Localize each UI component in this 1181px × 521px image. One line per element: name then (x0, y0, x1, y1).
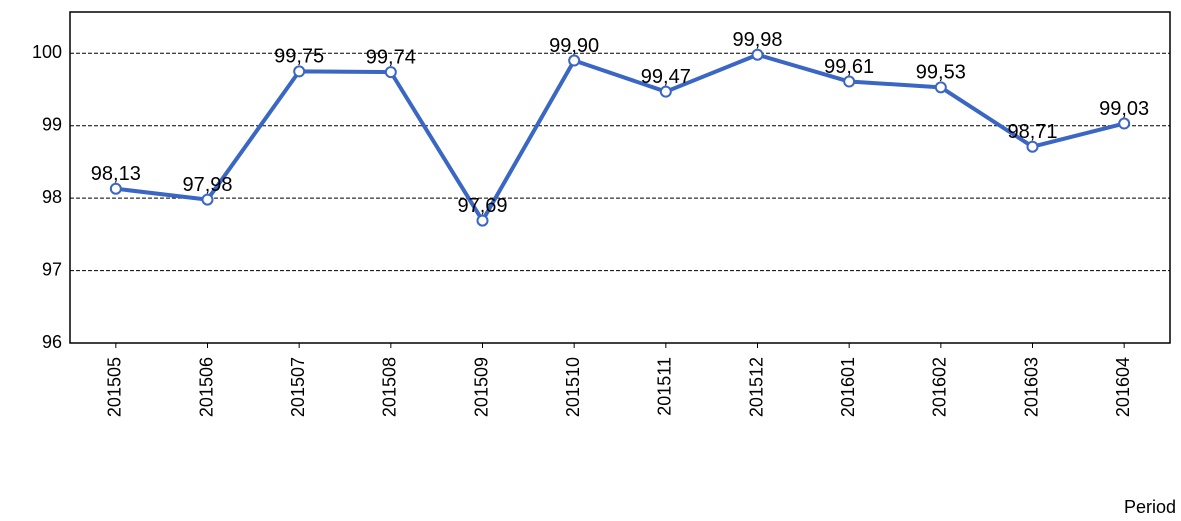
value-label: 99,74 (366, 46, 416, 68)
x-tick-label: 201512 (746, 357, 766, 417)
value-label: 99,47 (641, 66, 691, 88)
value-label: 99,98 (732, 29, 782, 51)
y-tick-label: 100 (32, 42, 62, 62)
value-label: 99,03 (1099, 98, 1149, 120)
marker (201, 193, 214, 206)
x-tick-label: 201603 (1021, 357, 1041, 417)
y-tick-label: 97 (42, 259, 62, 279)
marker (1026, 140, 1039, 153)
marker (109, 182, 122, 195)
y-tick-label: 98 (42, 187, 62, 207)
x-tick-label: 201511 (655, 357, 675, 416)
marker (568, 54, 581, 67)
x-axis-label: Period (1124, 497, 1176, 517)
x-tick-label: 201507 (288, 357, 308, 417)
marker (1118, 117, 1131, 130)
value-label: 98,71 (1007, 121, 1057, 143)
marker (934, 81, 947, 94)
marker (476, 214, 489, 227)
x-tick-label: 201505 (105, 357, 125, 417)
value-label: 97,98 (182, 174, 232, 196)
marker (659, 85, 672, 98)
line (115, 52, 1125, 223)
x-tick-label: 201602 (930, 357, 950, 417)
marker (293, 65, 306, 78)
x-tick-label: 201604 (1113, 357, 1133, 417)
x-tick-label: 201509 (471, 357, 491, 417)
value-label: 98,13 (91, 163, 141, 185)
y-tick-label: 99 (42, 114, 62, 134)
value-label: 99,61 (824, 56, 874, 78)
value-label: 97,69 (457, 195, 507, 217)
value-label: 99,53 (916, 62, 966, 84)
x-tick-label: 201506 (196, 357, 216, 417)
y-tick-label: 96 (42, 332, 62, 352)
x-tick-label: 201508 (380, 357, 400, 417)
marker (843, 75, 856, 88)
plot-frame (69, 11, 1171, 344)
x-tick-label: 201510 (563, 357, 583, 417)
value-label: 99,75 (274, 46, 324, 68)
x-tick-label: 201601 (838, 357, 858, 417)
marker (751, 48, 764, 61)
marker (384, 66, 397, 79)
value-label: 99,90 (549, 35, 599, 57)
